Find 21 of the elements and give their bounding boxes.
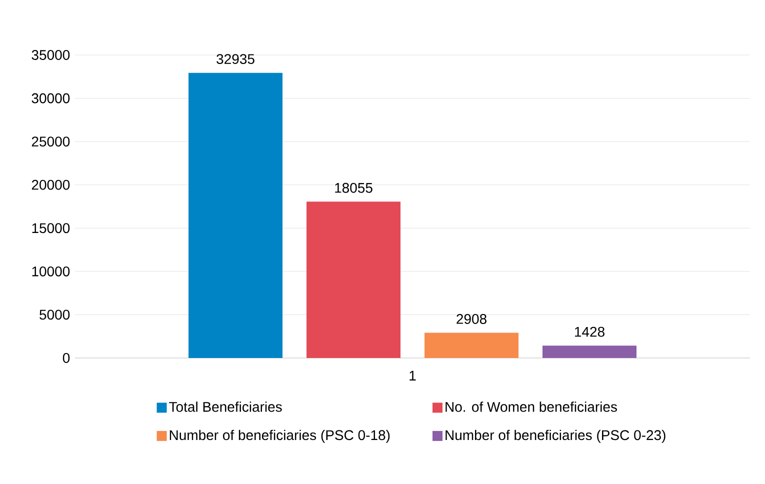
y-tick-label: 25000 [32,136,70,147]
data-label: 2908 [456,314,486,324]
y-tick-label: 10000 [32,266,70,276]
bar [542,346,637,358]
y-tick-label: 5000 [40,310,70,320]
data-label: 32935 [216,54,254,64]
y-tick-label: 35000 [32,50,70,60]
bar [424,332,519,358]
x-tick-label: 1 [410,370,416,380]
legend-label: Number of beneficiaries (PSC 0-18) [170,430,390,443]
bar [306,202,401,358]
bar [188,72,283,358]
y-tick-label: 0 [62,353,70,363]
y-tick-label: 15000 [32,223,70,234]
data-label: 18055 [335,182,372,193]
legend-label: Number of beneficiaries (PSC 0-23) [446,430,666,443]
legend-label: Total Beneficiaries [169,402,282,412]
y-tick-label: 20000 [32,180,70,190]
data-label: 1428 [575,326,604,337]
legend-label: No. of Women beneficiaries [446,402,617,412]
y-tick-label: 30000 [32,93,70,104]
